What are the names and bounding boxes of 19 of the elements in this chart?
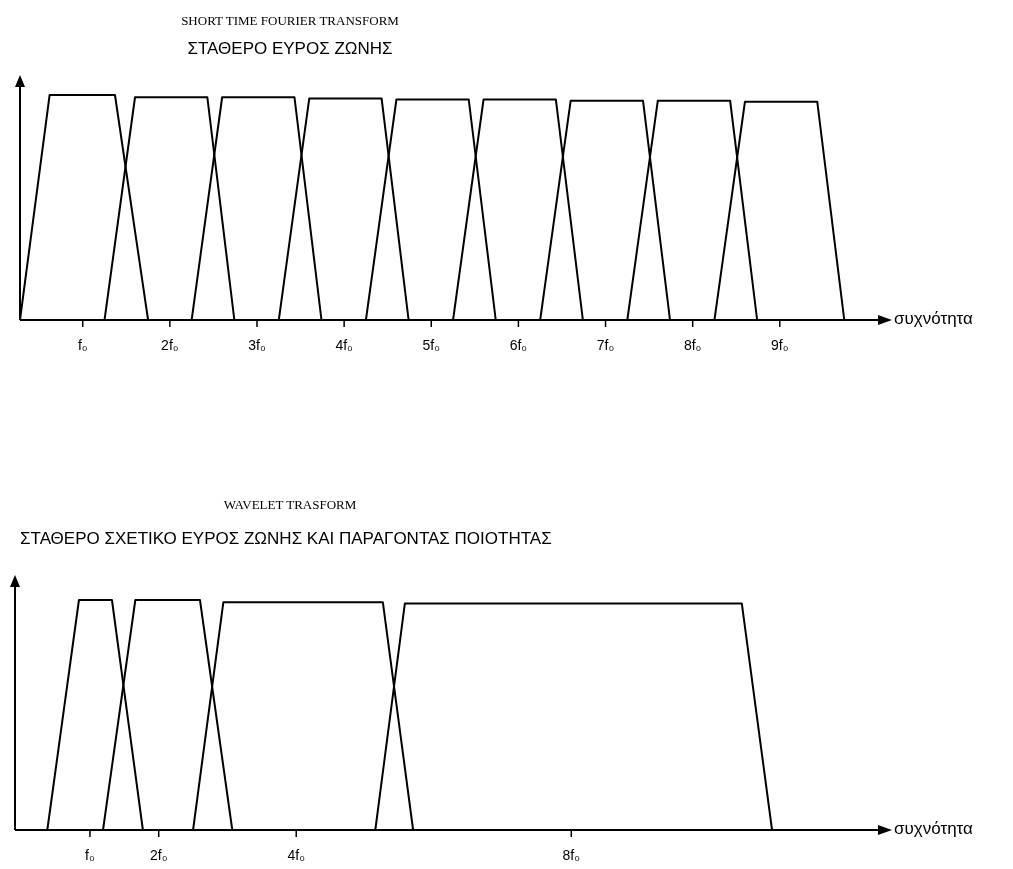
x-tick-label: 7f₀: [596, 337, 615, 353]
x-tick-label: 4f₀: [287, 847, 306, 863]
x-axis-title: συχνότητα: [894, 309, 974, 329]
x-tick-label: 3f₀: [248, 337, 266, 353]
chart-subtitle: ΣΤΑΘΕΡΟ ΕΥΡΟΣ ΖΩΝΗΣ: [187, 39, 393, 59]
x-axis-title: συχνότητα: [894, 819, 974, 839]
x-tick-label: f₀: [77, 337, 88, 353]
x-tick-label: 8f₀: [683, 337, 702, 353]
x-tick-label: 2f₀: [149, 847, 168, 863]
x-tick-label: 4f₀: [335, 337, 354, 353]
chart-title: WAVELET TRASFORM: [223, 496, 357, 512]
x-tick-label: 9f₀: [771, 337, 789, 353]
x-tick-label: 8f₀: [562, 847, 581, 863]
x-tick-label: 6f₀: [509, 337, 528, 353]
x-tick-label: 5f₀: [422, 337, 441, 353]
x-tick-label: f₀: [85, 847, 95, 863]
chart-title: SHORT TIME FOURIER TRANSFORM: [181, 12, 400, 28]
chart-subtitle: ΣΤΑΘΕΡΟ ΣΧΕΤΙΚΟ ΕΥΡΟΣ ΖΩΝΗΣ ΚΑΙ ΠΑΡΑΓΟΝΤΑΣ ΠΟΙΟΤΗΤΑΣ: [20, 529, 552, 549]
x-tick-label: 2f₀: [161, 337, 179, 353]
